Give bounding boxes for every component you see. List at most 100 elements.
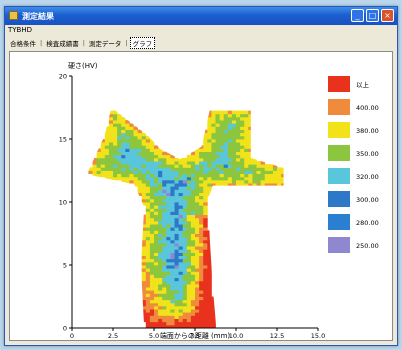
heat-cell: [129, 170, 134, 174]
heat-cell: [207, 252, 212, 256]
heat-cell: [207, 173, 212, 178]
heat-cell: [199, 173, 204, 178]
heat-cell: [137, 173, 143, 178]
title-bar[interactable]: 測定結果 _ □ ×: [5, 7, 397, 25]
heat-cell: [195, 198, 200, 203]
heat-cell: [178, 280, 184, 285]
heat-cell: [108, 145, 114, 149]
heat-cell: [108, 167, 114, 171]
heat-cell: [162, 170, 167, 174]
tab-pass-conditions[interactable]: 合格条件: [10, 39, 36, 48]
heat-cell: [190, 239, 196, 244]
heat-cell: [186, 287, 192, 291]
heat-cell: [166, 287, 171, 291]
heat-cell: [199, 186, 204, 190]
heat-cell: [236, 161, 241, 165]
heat-cell: [178, 217, 184, 222]
heat-cell: [149, 261, 155, 266]
heat-cell: [199, 293, 204, 297]
heat-cell: [207, 302, 212, 307]
heat-cell: [190, 233, 196, 238]
heat-cell: [170, 202, 175, 206]
heat-cell: [121, 148, 126, 152]
heat-cell: [231, 120, 237, 124]
heat-cell: [203, 233, 208, 238]
heat-cell: [174, 242, 179, 247]
heat-cell: [178, 186, 184, 190]
heat-cell: [211, 120, 216, 124]
heat-cell: [178, 230, 184, 234]
heat-cell: [108, 116, 114, 121]
heat-cell: [137, 145, 143, 149]
heat-cell: [141, 195, 147, 200]
heat-cell: [182, 189, 188, 193]
heat-cell: [174, 287, 179, 291]
heat-cell: [203, 305, 208, 310]
heat-cell: [190, 246, 196, 250]
heat-cell: [158, 277, 163, 282]
minimize-icon[interactable]: _: [351, 9, 364, 22]
heat-cell: [129, 123, 134, 127]
heat-cell: [145, 277, 151, 282]
heat-cell: [166, 173, 171, 178]
heat-cell: [182, 312, 188, 316]
heat-cell: [195, 227, 200, 231]
heat-cell: [170, 252, 175, 256]
heat-cell: [203, 189, 208, 193]
heat-cell: [162, 265, 167, 269]
heat-cell: [108, 139, 114, 143]
heat-cell: [96, 167, 102, 171]
heat-cell: [186, 170, 192, 174]
heat-cell: [248, 154, 253, 159]
x-axis-label: 端面からの距離 (mm): [160, 331, 231, 340]
heat-cell: [203, 217, 208, 222]
heat-cell: [211, 315, 216, 319]
heat-cell: [174, 309, 179, 313]
heat-cell: [211, 309, 216, 313]
heat-cell: [104, 167, 110, 171]
heat-cell: [137, 129, 143, 134]
heat-cell: [174, 299, 179, 304]
heat-cell: [166, 239, 171, 244]
heat-cell: [178, 246, 184, 250]
heat-cell: [203, 280, 208, 285]
heat-cell: [223, 142, 229, 146]
maximize-icon[interactable]: □: [366, 9, 379, 22]
heat-cell: [211, 145, 216, 149]
heat-cell: [248, 183, 253, 187]
heat-cell: [260, 179, 266, 184]
heat-cell: [162, 299, 167, 304]
heat-cell: [162, 173, 167, 178]
heat-cell: [166, 205, 171, 209]
heat-cell: [256, 170, 261, 174]
heat-cell: [240, 183, 245, 187]
heat-cell: [149, 208, 155, 212]
heat-cell: [195, 252, 200, 256]
tab-graph[interactable]: グラフ: [129, 36, 156, 49]
heat-cell: [158, 318, 163, 323]
heat-cell: [207, 315, 212, 319]
heat-cell: [186, 302, 192, 307]
menu-bar[interactable]: TYBHD: [8, 26, 33, 34]
heat-cell: [215, 157, 220, 162]
heat-cell: [195, 170, 200, 174]
heat-cell: [190, 302, 196, 307]
heat-cell: [207, 321, 212, 326]
heat-cell: [256, 176, 261, 181]
heat-cell: [100, 142, 106, 146]
heat-cell: [96, 173, 102, 178]
heat-cell: [203, 135, 208, 140]
tab-measurement-data[interactable]: 測定データ: [88, 39, 122, 48]
heat-cell: [162, 312, 167, 316]
heat-cell: [108, 110, 114, 115]
legend-swatch: [328, 237, 350, 253]
heat-cell: [236, 126, 241, 130]
heat-cell: [178, 183, 184, 187]
heat-cell: [158, 154, 163, 159]
tab-inspection-report[interactable]: 検査成績書: [46, 39, 79, 48]
heat-cell: [186, 321, 192, 326]
heat-cell: [162, 287, 167, 291]
heat-cell: [195, 283, 200, 288]
close-icon[interactable]: ×: [381, 9, 394, 22]
heat-cell: [104, 176, 110, 181]
